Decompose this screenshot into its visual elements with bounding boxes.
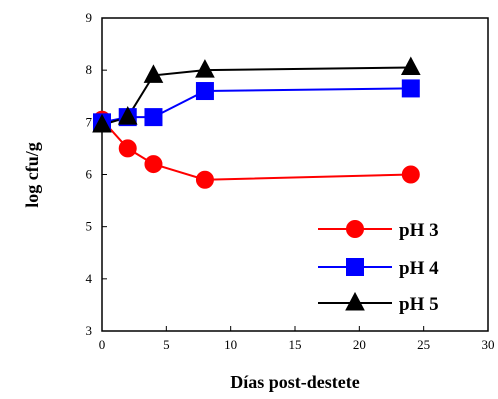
x-tick-label: 15 <box>289 337 302 352</box>
legend-marker-ph-3 <box>346 220 364 238</box>
y-axis-title: log cfu/g <box>22 142 42 208</box>
x-tick-label: 0 <box>99 337 106 352</box>
data-point-ph-4 <box>144 108 163 127</box>
y-tick-label: 3 <box>86 323 93 338</box>
x-tick-label: 25 <box>417 337 430 352</box>
legend-label-ph-3: pH 3 <box>399 220 439 241</box>
data-point-ph-3 <box>195 170 214 189</box>
data-point-ph-4 <box>401 79 420 98</box>
legend-label-ph-5: pH 5 <box>399 294 439 315</box>
legend-marker-ph-5 <box>345 291 365 311</box>
x-tick-label: 10 <box>224 337 237 352</box>
legend-marker-ph-4 <box>346 258 364 276</box>
data-point-ph-5 <box>195 59 215 78</box>
data-point-ph-5 <box>143 64 164 83</box>
legend-label-ph-4: pH 4 <box>399 258 439 279</box>
y-tick-label: 9 <box>86 10 93 25</box>
data-point-ph-3 <box>401 165 420 184</box>
y-tick-label: 6 <box>86 167 93 182</box>
data-point-ph-3 <box>118 139 137 158</box>
legend: pH 3 pH 4 pH 5 <box>312 210 484 326</box>
data-point-ph-5 <box>92 113 112 133</box>
y-tick-label: 4 <box>86 271 93 286</box>
data-point-ph-3 <box>144 155 163 174</box>
x-tick-label: 5 <box>163 337 170 352</box>
y-tick-label: 7 <box>86 114 93 129</box>
x-tick-label: 30 <box>482 337 495 352</box>
y-tick-label: 8 <box>86 62 93 77</box>
x-axis-title: Días post-destete <box>230 372 359 392</box>
data-point-ph-4 <box>195 82 214 101</box>
markers-layer <box>92 56 421 189</box>
y-tick-label: 5 <box>86 219 93 234</box>
data-point-ph-5 <box>117 106 138 125</box>
x-tick-label: 20 <box>353 337 366 352</box>
data-point-ph-5 <box>400 56 421 76</box>
